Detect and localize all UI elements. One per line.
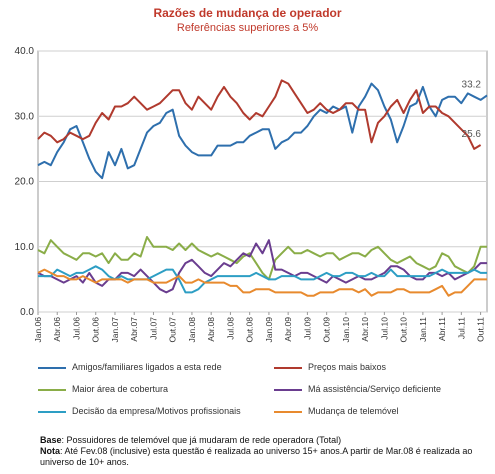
x-tick-label: Out.09	[322, 317, 332, 343]
series-line-5	[37, 268, 487, 297]
legend-item: Má assistência/Serviço deficiente	[274, 384, 441, 394]
x-tick-label: Abr.09	[283, 317, 293, 342]
x-tick-label: Abr.10	[360, 317, 370, 342]
x-tick-label: Out.11	[476, 317, 486, 342]
x-tick-label: Jul.08	[225, 317, 235, 340]
y-tick-label: 0.0	[20, 307, 34, 318]
x-tick-label: Out.06	[91, 317, 101, 343]
x-tick-label: Abr.06	[52, 317, 62, 342]
x-tick-label: Abr.11	[437, 317, 447, 341]
legend-item: Mudança de telemóvel	[274, 406, 399, 416]
y-tick-label: 20.0	[15, 177, 35, 188]
legend-label: Mudança de telemóvel	[308, 406, 399, 416]
x-tick-label: Jan.06	[33, 317, 43, 343]
x-tick-label: Out.10	[399, 317, 409, 343]
y-tick-label: 10.0	[15, 242, 35, 253]
legend-swatch	[274, 388, 302, 391]
legend-swatch	[274, 366, 302, 369]
x-tick-label: Abr.07	[129, 317, 139, 342]
x-tick-label: Jul.07	[148, 317, 158, 340]
x-tick-label: Jan.11	[418, 317, 428, 342]
base-label: Base	[40, 435, 62, 445]
base-note: Base: Possuidores de telemóvel que já mu…	[40, 435, 480, 446]
legend-label: Má assistência/Serviço deficiente	[308, 384, 442, 394]
nota-note: Nota: Até Fev.08 (inclusive) esta questã…	[40, 446, 480, 468]
nota-label: Nota	[40, 446, 60, 456]
series-line-1	[37, 79, 482, 150]
legend-swatch	[38, 388, 66, 391]
x-tick-label: Jan.10	[341, 317, 351, 343]
legend-label: Maior área de cobertura	[72, 384, 169, 394]
chart-subtitle: Referências superiores a 5%	[176, 22, 319, 34]
chart-legend: Amigos/familiares ligados a esta rede Pre…	[38, 358, 488, 430]
chart-title: Razões de mudança de operador	[153, 6, 342, 20]
x-tick-label: Out.08	[245, 317, 255, 343]
series-line-4	[38, 265, 487, 294]
x-tick-label: Abr.08	[206, 317, 216, 342]
footnote: Base: Possuidores de telemóvel que já mu…	[40, 435, 480, 468]
nota-text: : Até Fev.08 (inclusive) esta questão é …	[40, 446, 473, 467]
end-value-label: 33.2	[462, 79, 482, 90]
legend-swatch	[274, 410, 302, 413]
legend-label: Decisão da empresa/Motivos profissionais	[72, 406, 241, 416]
x-tick-label: Jan.09	[264, 317, 274, 343]
legend-item: Preços mais baixos	[274, 362, 386, 372]
legend-swatch	[38, 366, 66, 369]
y-tick-label: 30.0	[15, 111, 35, 122]
legend-label: Amigos/familiares ligados a esta rede	[72, 362, 222, 372]
base-text: : Possuidores de telemóvel que já mudara…	[61, 435, 342, 445]
legend-item: Decisão da empresa/Motivos profissionais	[38, 406, 241, 416]
x-tick-label: Jul.06	[71, 317, 81, 340]
series-line-2	[37, 236, 487, 281]
x-tick-label: Out.07	[168, 317, 178, 343]
series-line-3	[37, 239, 487, 294]
legend-item: Maior área de cobertura	[38, 384, 168, 394]
x-tick-label: Jan.07	[110, 317, 120, 343]
x-tick-label: Jul.09	[302, 317, 312, 340]
x-tick-label: Jul.10	[379, 317, 389, 340]
legend-label: Preços mais baixos	[308, 362, 387, 372]
end-value-label: 25.6	[462, 129, 482, 140]
x-tick-label: Jan.08	[187, 317, 197, 343]
series-line-0	[37, 82, 488, 180]
legend-swatch	[38, 410, 66, 413]
legend-item: Amigos/familiares ligados a esta rede	[38, 362, 222, 372]
line-chart: 0.0 10.0 20.0 30.0 40.0 Jan.06 Abr.06 Jul.06 Out…	[15, 46, 488, 343]
x-tick-label: Jul.11	[456, 317, 466, 339]
y-tick-label: 40.0	[15, 46, 35, 57]
